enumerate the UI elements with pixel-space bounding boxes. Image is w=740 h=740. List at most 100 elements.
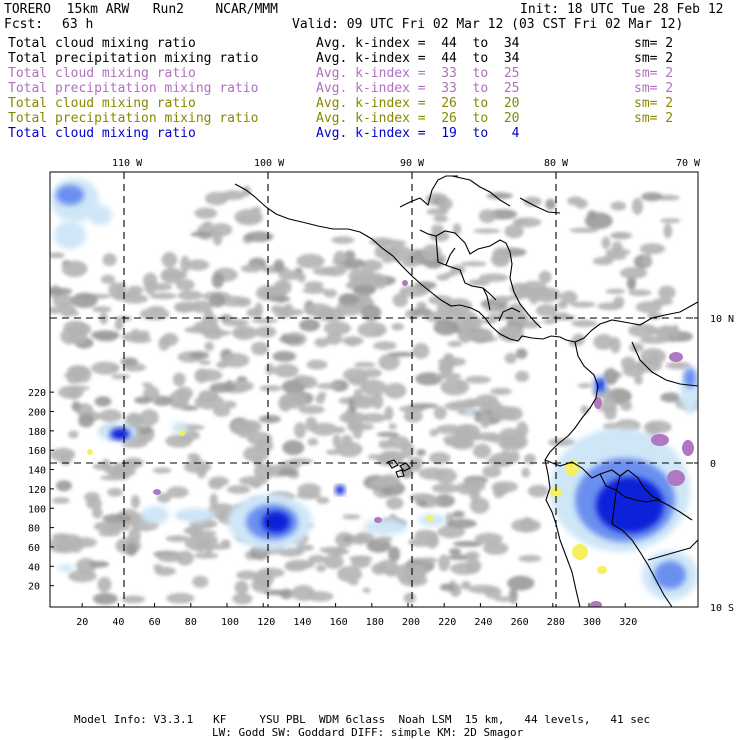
yellow-patch xyxy=(87,449,93,455)
cloud-blob xyxy=(641,192,663,202)
cloud-blob xyxy=(445,298,473,314)
cloud-blob xyxy=(61,260,88,278)
cloud-blob xyxy=(374,275,387,289)
cloud-blob xyxy=(670,324,680,339)
convective-cloud xyxy=(58,564,74,572)
cloud-blob xyxy=(316,383,341,390)
cloud-blob xyxy=(250,480,262,489)
cloud-blob xyxy=(412,343,430,359)
gray-cloud-field xyxy=(50,185,698,605)
y-tick-label: 200 xyxy=(28,408,46,419)
cloud-blob xyxy=(403,592,416,604)
cloud-blob xyxy=(547,438,576,447)
cloud-blob xyxy=(273,259,285,272)
cloud-blob xyxy=(337,565,363,583)
cloud-blob xyxy=(254,325,277,338)
cloud-blob xyxy=(250,341,269,356)
cloud-blob xyxy=(518,555,542,562)
y-tick-label: 180 xyxy=(28,427,46,438)
cloud-blob xyxy=(634,374,643,385)
cloud-blob xyxy=(68,430,79,439)
legend-row: Total precipitation mixing ratio Avg. k-… xyxy=(8,111,708,126)
cloud-blob xyxy=(504,352,517,364)
x-tick-label: 220 xyxy=(438,617,456,628)
cloud-blob xyxy=(593,334,614,350)
cloud-blob xyxy=(130,494,140,509)
cloud-blob xyxy=(462,478,486,493)
sa-pacific-coastline xyxy=(544,341,599,607)
x-tick-label: 300 xyxy=(583,617,601,628)
cloud-blob xyxy=(360,379,387,396)
cloud-blob xyxy=(244,231,274,242)
cloud-blob xyxy=(652,298,674,306)
cloud-blob xyxy=(535,304,558,317)
yellow-patch xyxy=(597,566,607,574)
cloud-blob xyxy=(120,357,139,366)
cloud-blob xyxy=(429,230,450,242)
cloud-blob xyxy=(429,452,451,465)
cloud-blob xyxy=(399,285,429,297)
cloud-blob xyxy=(486,192,513,200)
cloud-blob xyxy=(437,197,453,211)
cloud-blob xyxy=(362,368,382,378)
cloud-blob xyxy=(492,247,511,263)
cloud-blob xyxy=(91,330,120,340)
cloud-blob xyxy=(107,488,123,497)
cloud-blob xyxy=(360,413,387,423)
cloud-blob xyxy=(542,318,557,325)
cloud-blob xyxy=(121,595,146,604)
cloud-blob xyxy=(236,376,248,382)
cloud-blob xyxy=(263,589,290,596)
cloud-blob xyxy=(465,375,491,384)
country-border xyxy=(435,235,497,301)
x-tick-label: 260 xyxy=(511,617,529,628)
cloud-blob xyxy=(251,206,262,213)
cloud-blob xyxy=(628,323,658,338)
cloud-blob xyxy=(193,552,219,559)
coastline xyxy=(234,175,698,607)
cloud-blob xyxy=(490,387,512,396)
x-tick-label: 80 xyxy=(185,617,197,628)
convective-cloud xyxy=(466,409,474,417)
lon-label: 100 W xyxy=(254,158,285,169)
cloud-blob xyxy=(325,332,343,345)
cloud-blob xyxy=(433,406,447,420)
cloud-blob xyxy=(180,255,191,273)
cloud-blob xyxy=(436,424,463,435)
map-plot-area xyxy=(50,172,698,607)
cloud-blob xyxy=(515,370,530,382)
cloud-blob xyxy=(332,434,342,449)
y-tick-label: 80 xyxy=(28,524,40,535)
cloud-blob xyxy=(642,253,652,267)
cloud-blob xyxy=(353,361,376,368)
legend-row: Total precipitation mixing ratio Avg. k-… xyxy=(8,51,708,66)
legend-smoothing: sm= 2 xyxy=(634,51,674,66)
cloud-blob xyxy=(211,272,224,289)
cloud-blob xyxy=(613,296,625,308)
cloud-blob xyxy=(161,332,179,347)
cloud-blob xyxy=(91,361,120,375)
cloud-blob xyxy=(166,592,195,604)
cloud-blob xyxy=(52,497,70,504)
cloud-blob xyxy=(139,409,159,426)
cloud-blob xyxy=(177,290,203,301)
cloud-blob xyxy=(194,207,218,219)
x-tick-label: 200 xyxy=(402,617,420,628)
map-frame xyxy=(49,171,699,608)
cloud-blob xyxy=(631,197,644,215)
legend-row: Total cloud mixing ratio Avg. k-index = … xyxy=(8,96,708,111)
cloud-blob xyxy=(357,321,387,338)
lon-label: 70 W xyxy=(676,158,701,169)
cloud-blob xyxy=(98,530,121,537)
cloud-blob xyxy=(296,253,325,269)
cloud-blob xyxy=(94,396,112,407)
legend-row: Total cloud mixing ratio Avg. k-index = … xyxy=(8,36,708,51)
cloud-blob xyxy=(297,272,306,283)
cloud-blob xyxy=(102,253,117,267)
cloud-blob xyxy=(495,483,509,496)
model-title: TORERO 15km ARW Run2 NCAR/MMM xyxy=(4,2,278,17)
cloud-blob xyxy=(296,491,322,500)
cloud-blob xyxy=(157,553,185,563)
purple-patch xyxy=(651,434,669,446)
cloud-blob xyxy=(92,592,118,605)
